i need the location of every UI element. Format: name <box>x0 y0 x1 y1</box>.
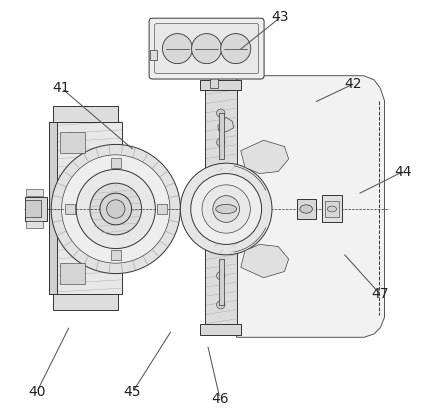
Bar <box>53 106 118 122</box>
Circle shape <box>217 301 225 309</box>
Bar <box>49 122 122 294</box>
Bar <box>59 132 84 153</box>
Bar <box>205 88 237 326</box>
Text: 45: 45 <box>124 385 141 399</box>
Text: 42: 42 <box>345 77 362 91</box>
Circle shape <box>202 185 250 233</box>
Circle shape <box>191 173 262 245</box>
Ellipse shape <box>327 206 337 212</box>
Circle shape <box>51 145 180 273</box>
FancyBboxPatch shape <box>155 23 259 74</box>
Circle shape <box>217 109 225 117</box>
Bar <box>26 222 43 228</box>
Bar <box>157 204 166 214</box>
Bar <box>210 74 218 88</box>
Text: 41: 41 <box>53 81 71 95</box>
Circle shape <box>100 193 131 225</box>
Circle shape <box>107 200 125 218</box>
FancyBboxPatch shape <box>149 18 264 79</box>
Bar <box>25 200 41 217</box>
Bar <box>24 196 48 221</box>
Circle shape <box>217 272 225 280</box>
Circle shape <box>62 155 170 263</box>
Bar <box>325 201 339 217</box>
Text: 47: 47 <box>372 288 389 301</box>
Bar <box>65 204 75 214</box>
Bar <box>322 195 342 222</box>
Text: 40: 40 <box>28 385 45 399</box>
Bar <box>297 199 316 219</box>
Bar <box>53 294 118 310</box>
Circle shape <box>163 33 192 64</box>
Circle shape <box>76 169 155 249</box>
Circle shape <box>221 33 251 64</box>
Text: 44: 44 <box>394 165 412 178</box>
Ellipse shape <box>216 204 237 214</box>
Bar <box>26 189 43 196</box>
Bar <box>200 80 241 90</box>
Polygon shape <box>218 117 234 132</box>
Bar <box>59 263 84 284</box>
Bar <box>219 259 224 305</box>
Polygon shape <box>237 76 385 337</box>
Text: 43: 43 <box>272 10 289 24</box>
Circle shape <box>213 196 239 222</box>
Circle shape <box>217 138 225 146</box>
Polygon shape <box>241 140 289 173</box>
Circle shape <box>180 163 272 255</box>
Text: 46: 46 <box>211 392 229 405</box>
Bar <box>219 113 224 159</box>
Circle shape <box>192 33 222 64</box>
Polygon shape <box>241 245 289 278</box>
Bar <box>151 50 157 60</box>
Bar <box>200 324 241 335</box>
Ellipse shape <box>300 205 313 213</box>
Bar <box>49 122 56 294</box>
Bar <box>111 158 121 168</box>
Bar <box>111 250 121 260</box>
Circle shape <box>90 183 142 235</box>
